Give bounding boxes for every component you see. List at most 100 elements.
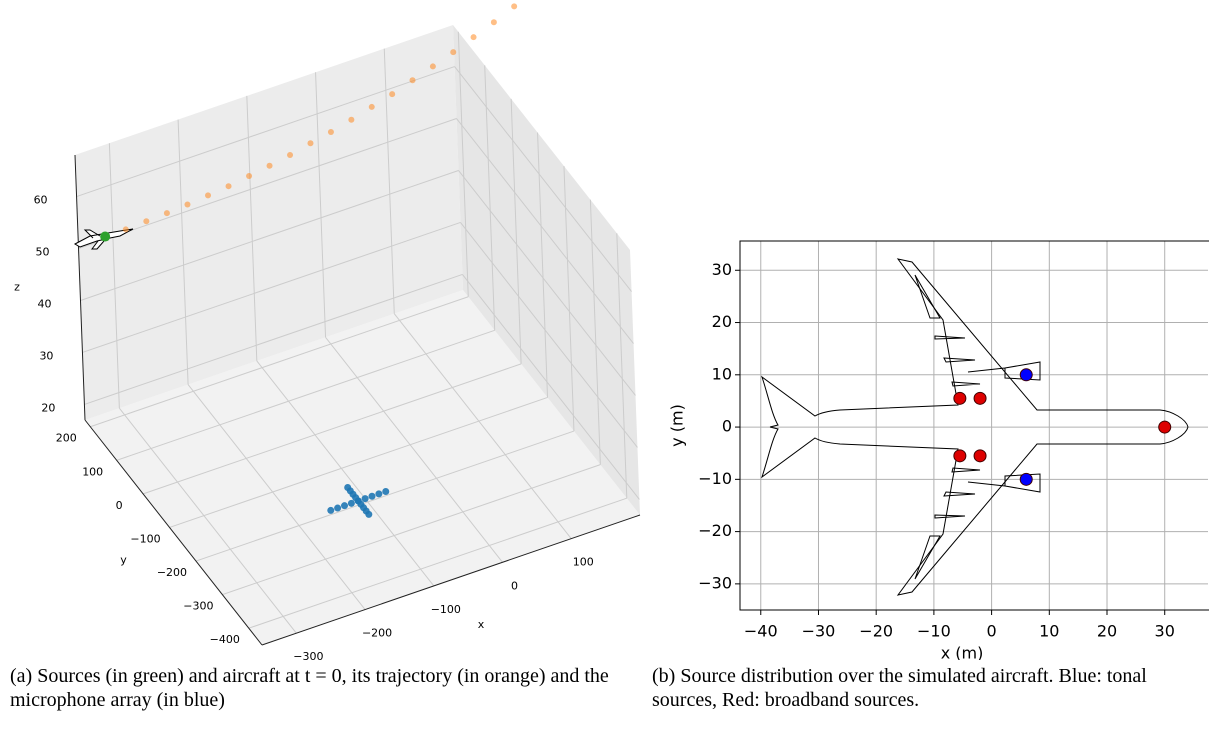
- grid-line: [177, 119, 189, 385]
- point: [389, 91, 396, 98]
- y-tick-label: −100: [130, 532, 160, 545]
- point: [429, 63, 436, 70]
- grid-line: [383, 48, 395, 314]
- point: [122, 226, 129, 233]
- chart-3d-marks: [100, 3, 518, 518]
- z-axis: [74, 154, 86, 421]
- x-tick-label: −300: [293, 650, 323, 660]
- y-tick-label: −400: [210, 633, 240, 646]
- x-tick-label: 100: [573, 556, 594, 569]
- nacelle: [967, 473, 1041, 493]
- point: [266, 162, 273, 169]
- x-tick-label: 0: [987, 622, 997, 641]
- grid-line: [462, 274, 640, 500]
- grid-line: [248, 497, 627, 629]
- source-point: [953, 449, 967, 463]
- point: [205, 192, 212, 199]
- outline-path: [761, 426, 1189, 596]
- grid-line: [187, 384, 366, 610]
- x-tick-label: 20: [1097, 622, 1117, 641]
- x-tick-label: −40: [744, 622, 778, 641]
- z-tick-label: 60: [34, 194, 48, 207]
- plot-frame: [739, 240, 1209, 611]
- y-tick-label: 10: [712, 364, 732, 383]
- point: [450, 49, 457, 56]
- source-point: [1158, 420, 1172, 434]
- point: [184, 201, 191, 208]
- grid-line: [325, 336, 503, 563]
- point: [327, 506, 335, 514]
- grid-line: [563, 166, 575, 432]
- grid-line: [142, 363, 522, 495]
- point: [163, 210, 170, 217]
- point: [375, 490, 383, 498]
- grid-line: [169, 396, 548, 528]
- x-tick-label: 0: [511, 579, 518, 592]
- grid-line: [84, 273, 463, 405]
- y-tick-label: −20: [698, 521, 732, 540]
- grid-line: [118, 407, 297, 634]
- grid-line: [589, 199, 601, 465]
- z-axis-label: z: [14, 281, 20, 294]
- x-tick-label: 10: [1039, 622, 1059, 641]
- point: [470, 34, 477, 41]
- floor-pane: [85, 290, 640, 645]
- point: [225, 183, 232, 190]
- grid-line: [457, 31, 469, 297]
- source-point: [973, 449, 987, 463]
- z-tick-label: 50: [36, 246, 50, 259]
- x-axis-label: x: [478, 618, 485, 631]
- outline-top: [761, 258, 1189, 428]
- source-point: [1019, 368, 1033, 382]
- point: [143, 218, 150, 225]
- caption-b: (b) Source distribution over the simulat…: [652, 665, 1147, 711]
- figure: −300−200−1000100−400−300−200−10001002002…: [14, 3, 1209, 661]
- x-axis-label: x (m): [941, 644, 984, 661]
- y-axis: [84, 419, 263, 646]
- y-axis-label: y (m): [668, 404, 687, 447]
- z-tick-label: 20: [41, 401, 55, 414]
- grid-line: [454, 66, 632, 292]
- point: [368, 492, 376, 500]
- point: [347, 499, 355, 507]
- grid-line: [108, 143, 120, 409]
- x-tick-label: −30: [802, 622, 836, 641]
- x-tick-label: −200: [362, 627, 392, 640]
- z-tick-label: 30: [39, 349, 53, 362]
- y-tick-label: −10: [698, 469, 732, 488]
- grid-line: [537, 132, 549, 398]
- x-axis: [261, 514, 641, 646]
- grid-line: [195, 430, 575, 562]
- grid-line: [616, 233, 628, 499]
- y-tick-label: 30: [712, 260, 732, 279]
- grid-line: [510, 98, 522, 364]
- x-tick-label: −10: [917, 622, 951, 641]
- point: [511, 3, 518, 10]
- y-tick-label: 20: [712, 312, 732, 331]
- grid-line: [222, 464, 601, 596]
- outline-bottom: [761, 426, 1189, 596]
- grid-line: [460, 222, 638, 448]
- grid-line: [458, 170, 636, 396]
- source-point: [1019, 472, 1033, 486]
- point: [368, 103, 375, 110]
- y-tick-label: −300: [183, 600, 213, 613]
- grid-line: [393, 313, 572, 539]
- nacelle: [967, 361, 1041, 381]
- point: [246, 172, 253, 179]
- x-tick-label: −20: [859, 622, 893, 641]
- x-tick-label: 30: [1155, 622, 1175, 641]
- y-tick-label: −200: [157, 566, 187, 579]
- side-pane: [453, 25, 640, 515]
- caption-a: (a) Sources (in green) and aircraft at t…: [10, 665, 609, 711]
- grid-line: [80, 170, 459, 301]
- chart-2d: −40 −30 −20 −10 0 10 20 30 −30 −20 −10 0 10 20 30 x (m)…: [668, 240, 1209, 661]
- z-tick-label: 40: [37, 297, 51, 310]
- grid-line: [484, 65, 496, 331]
- grid-line: [78, 118, 457, 250]
- fairings: [914, 274, 981, 387]
- point: [409, 77, 416, 84]
- grid-line: [246, 95, 258, 361]
- grid-line: [82, 221, 461, 353]
